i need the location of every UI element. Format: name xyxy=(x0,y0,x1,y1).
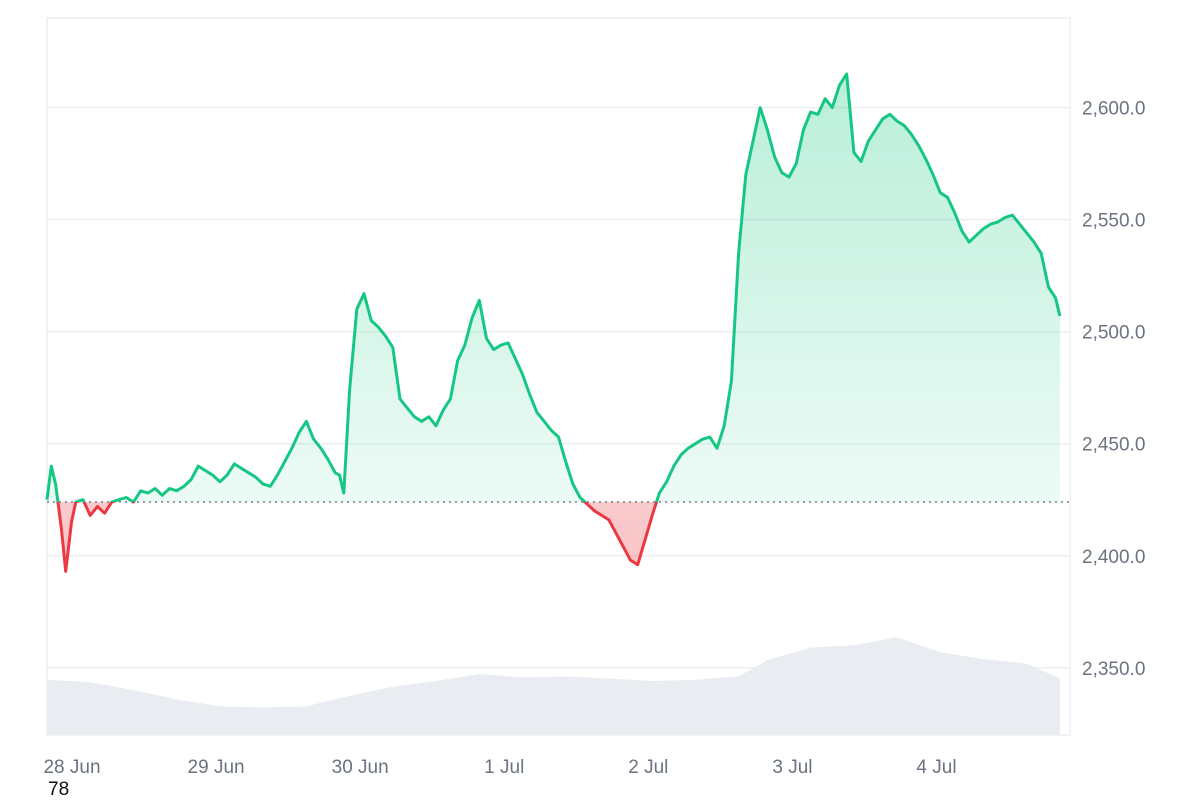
x-tick-label: 1 Jul xyxy=(484,757,524,778)
y-axis-ticks: 2,350.0 2,400.0 2,450.0 2,500.0 2,550.0 2,600… xyxy=(1082,99,1145,680)
x-tick-label: 28 Jun xyxy=(43,757,100,778)
y-tick-label: 2,500.0 xyxy=(1082,323,1145,344)
y-tick-label: 2,600.0 xyxy=(1082,99,1145,120)
x-tick-label: 3 Jul xyxy=(772,757,812,778)
x-tick-label: 29 Jun xyxy=(188,757,245,778)
price-line-up xyxy=(45,72,1062,502)
volume-shape xyxy=(47,637,1060,735)
y-tick-label: 2,400.0 xyxy=(1082,547,1145,568)
y-tick-label: 2,450.0 xyxy=(1082,435,1145,456)
area-fill-above xyxy=(47,74,1060,502)
corner-label: 78 xyxy=(48,779,70,800)
y-tick-label: 2,350.0 xyxy=(1082,659,1145,680)
volume-area xyxy=(47,637,1060,735)
price-line xyxy=(45,72,1070,573)
x-axis-ticks: 28 Jun 29 Jun 30 Jun 1 Jul 2 Jul 3 Jul 4 Jul xyxy=(43,757,956,778)
x-tick-label: 2 Jul xyxy=(628,757,668,778)
x-tick-label: 4 Jul xyxy=(916,757,956,778)
price-area-fill xyxy=(47,74,1060,572)
x-tick-label: 30 Jun xyxy=(332,757,389,778)
y-tick-label: 2,550.0 xyxy=(1082,211,1145,232)
